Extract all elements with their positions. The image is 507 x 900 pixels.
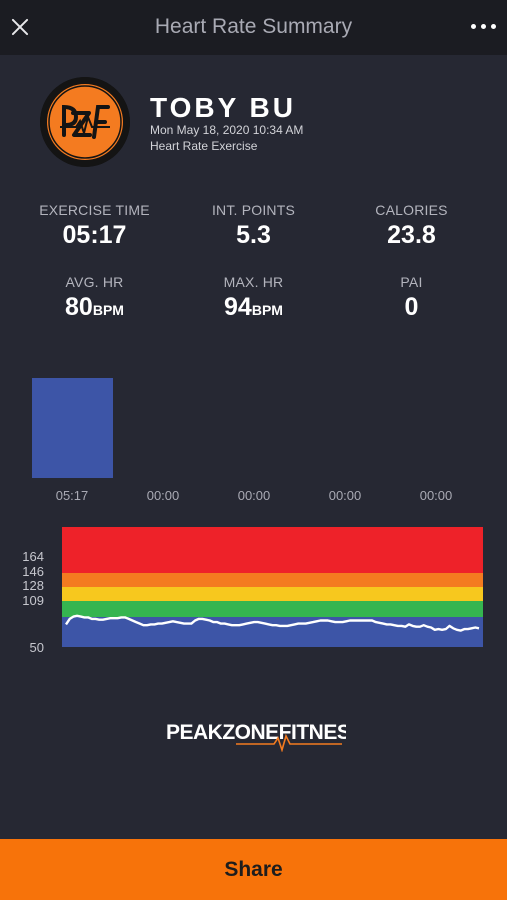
top-bar: Heart Rate Summary [0,0,507,55]
zone-tick-label: 128 [22,578,44,593]
stat-avg-hr: AVG. HR 80BPM [10,274,179,322]
hr-line [65,614,480,632]
hr-zone-band [62,587,483,601]
hr-zone-band [62,601,483,617]
exercise-time-bar-chart [32,378,113,478]
heart-rate-zone-chart [62,527,483,647]
stat-value: 94BPM [169,293,338,322]
profile-name: TOBY BU [150,92,296,123]
stat-value: 80BPM [10,293,179,322]
hr-zone-band [62,527,483,573]
session-datetime: Mon May 18, 2020 10:34 AM [150,123,304,137]
stat-unit: BPM [251,302,283,318]
pzf-logo-icon [40,77,130,167]
stat-number: 94 [224,293,252,321]
hr-zone-band [62,617,483,647]
bar-tick-label: 00:00 [146,488,180,503]
zone-tick-label: 109 [22,593,44,608]
stat-int-points: INT. POINTS 5.3 [169,202,338,250]
stat-label: MAX. HR [223,274,284,290]
stat-label: CALORIES [375,202,448,218]
zone-tick-label: 164 [22,549,44,564]
stat-pai: PAI 0 [327,274,496,322]
stat-label: INT. POINTS [211,202,296,218]
stat-label: AVG. HR [65,274,124,290]
bar-tick-label: 00:00 [419,488,453,503]
stat-value: 05:17 [62,221,127,249]
stat-max-hr: MAX. HR 94BPM [169,274,338,322]
page-title: Heart Rate Summary [154,15,353,38]
share-button[interactable]: Share [0,839,507,900]
stat-label: PAI [400,274,423,290]
stat-label: EXERCISE TIME [39,202,150,218]
bar [32,378,113,478]
bar-tick-label: 00:00 [328,488,362,503]
stat-value: 5.3 [236,221,271,249]
exercise-type: Heart Rate Exercise [150,139,258,153]
bar-tick-label: 05:17 [55,488,89,503]
zone-tick-label: 146 [22,564,44,579]
hr-zone-band [62,573,483,587]
peakzonefitness-logo: PEAKZONEFITNESS [166,721,365,753]
logo-wordmark: PEAKZONEFITNESS [166,721,346,744]
bar-tick-label: 00:00 [237,488,271,503]
stat-unit: BPM [92,302,124,318]
stat-value: 0 [404,293,419,321]
stat-value: 23.8 [387,221,436,249]
stat-exercise-time: EXERCISE TIME 05:17 [10,202,179,250]
stat-number: 80 [65,293,93,321]
zone-tick-label: 50 [29,640,44,655]
more-options-icon[interactable] [471,24,497,30]
brand-logo: PEAKZONEFITNESS [166,714,365,753]
stat-calories: CALORIES 23.8 [327,202,496,250]
avatar [40,77,130,167]
